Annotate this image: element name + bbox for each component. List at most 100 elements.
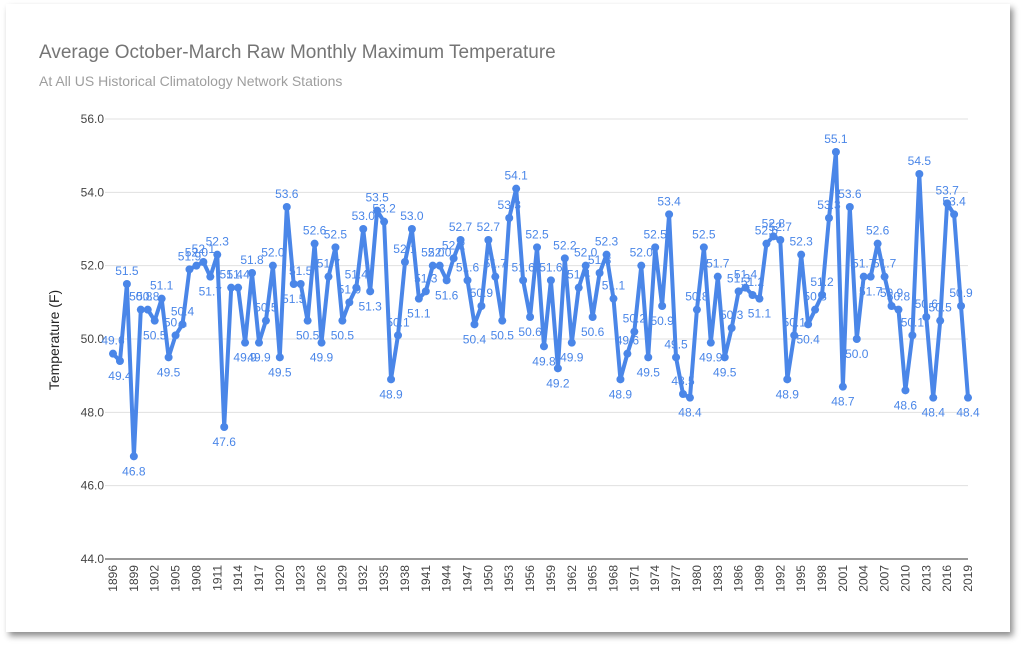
- data-point: [136, 305, 145, 314]
- data-point: [908, 331, 917, 340]
- data-label: 52.0: [421, 246, 445, 260]
- data-point: [178, 320, 187, 329]
- data-label: 51.3: [414, 271, 438, 285]
- data-point: [345, 298, 354, 307]
- data-label: 49.9: [247, 351, 271, 365]
- data-point: [727, 324, 736, 332]
- data-label: 47.6: [213, 435, 237, 449]
- data-point: [484, 236, 493, 244]
- data-label: 52.5: [692, 227, 716, 241]
- data-point: [602, 250, 611, 259]
- chart-subtitle: At All US Historical Climatology Network…: [39, 73, 343, 89]
- data-label: 49.9: [233, 351, 257, 365]
- data-label: 49.6: [101, 334, 125, 348]
- y-axis-label: Temperature (F): [46, 290, 62, 390]
- x-tick-label: 2013: [919, 565, 933, 592]
- data-point: [720, 353, 729, 362]
- data-label: 50.5: [254, 301, 278, 315]
- x-tick-label: 1932: [356, 565, 370, 592]
- data-label: 53.6: [275, 187, 299, 201]
- data-point: [512, 184, 521, 193]
- data-label: 49.9: [310, 351, 334, 365]
- data-point: [866, 272, 875, 281]
- x-tick-label: 1986: [732, 565, 746, 592]
- data-label: 50.9: [949, 286, 973, 300]
- data-point: [171, 331, 180, 340]
- data-label: 51.7: [199, 285, 223, 299]
- data-label: 49.5: [713, 365, 737, 379]
- x-tick-label: 1980: [690, 565, 704, 592]
- x-tick-label: 1947: [461, 565, 475, 592]
- data-label: 52.7: [449, 220, 473, 234]
- x-tick-label: 2007: [878, 565, 892, 592]
- data-point: [359, 225, 368, 233]
- data-point: [115, 357, 124, 365]
- x-tick-label: 1998: [815, 565, 829, 592]
- x-tick-label: 1959: [544, 565, 558, 592]
- data-point: [665, 210, 674, 219]
- data-label: 53.4: [657, 194, 681, 208]
- x-tick-label: 2010: [898, 565, 912, 592]
- data-label: 51.7: [484, 257, 508, 271]
- data-label: 50.5: [143, 329, 167, 343]
- data-point: [213, 250, 222, 259]
- data-label: 53.3: [817, 198, 841, 212]
- data-label: 52.6: [866, 224, 890, 238]
- x-tick-label: 1902: [148, 565, 162, 592]
- data-label: 51.5: [289, 264, 313, 278]
- x-axis-ticks: 1896 1899 1902 1905 1908 1911 1914 1917 1920 1923…: [106, 565, 975, 592]
- data-point: [428, 261, 437, 270]
- data-point: [922, 313, 931, 321]
- data-point: [852, 335, 861, 343]
- x-tick-label: 1908: [189, 565, 203, 592]
- data-point: [845, 203, 854, 211]
- y-tick-label: 54.0: [81, 185, 105, 199]
- data-label: 49.9: [560, 351, 584, 365]
- data-label: 48.4: [956, 406, 980, 420]
- data-label: 49.2: [546, 376, 570, 390]
- data-point: [797, 250, 806, 259]
- data-label: 52.1: [192, 242, 216, 256]
- data-label: 48.5: [671, 374, 695, 388]
- data-label: 51.1: [150, 279, 174, 293]
- data-point: [901, 386, 910, 395]
- y-tick-label: 44.0: [81, 552, 105, 566]
- data-point: [553, 364, 562, 373]
- data-label: 46.8: [122, 464, 146, 478]
- data-point: [331, 243, 340, 252]
- data-point: [109, 349, 117, 358]
- data-point: [818, 291, 827, 299]
- data-label: 52.5: [644, 227, 668, 241]
- data-label: 51.6: [511, 260, 535, 274]
- data-label: 52.6: [303, 224, 327, 238]
- data-point: [129, 452, 138, 461]
- data-label: 50.6: [915, 297, 939, 311]
- x-tick-label: 1968: [606, 565, 620, 592]
- data-point: [811, 305, 820, 314]
- data-point: [477, 302, 486, 310]
- x-tick-label: 1953: [502, 565, 516, 592]
- data-point: [185, 265, 194, 274]
- data-label: 49.8: [532, 354, 556, 368]
- data-label: 49.5: [637, 365, 661, 379]
- data-point: [435, 261, 444, 270]
- data-point: [957, 302, 966, 310]
- data-point: [734, 287, 743, 296]
- data-label: 50.4: [171, 304, 195, 318]
- data-label: 51.6: [539, 260, 563, 274]
- data-point: [915, 170, 924, 178]
- data-label: 51.5: [282, 292, 306, 306]
- x-tick-label: 1929: [335, 565, 349, 592]
- data-point: [526, 313, 535, 321]
- data-labels: 49.649.451.546.850.850.850.551.149.550.1…: [101, 132, 980, 478]
- data-point: [414, 294, 423, 303]
- data-point: [560, 254, 569, 263]
- data-label: 50.9: [470, 286, 494, 300]
- data-point: [609, 294, 618, 303]
- data-point: [859, 272, 868, 281]
- data-point: [804, 320, 813, 329]
- data-point: [296, 280, 305, 288]
- data-label: 50.4: [796, 332, 820, 346]
- chart-title: Average October-March Raw Monthly Maximu…: [39, 42, 556, 63]
